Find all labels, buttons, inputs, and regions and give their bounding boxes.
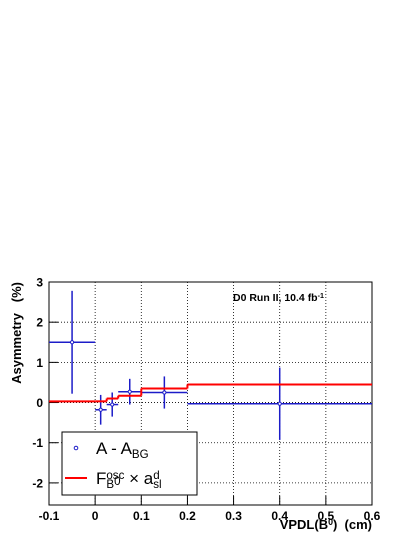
text-part: B: [106, 479, 114, 491]
x-tick-label: 0.5: [318, 509, 335, 523]
y-tick-label: -2: [32, 476, 43, 490]
text-part: A - A: [96, 439, 133, 458]
text-part: D0 Run II, 10.4 fb: [233, 292, 318, 304]
data-point: [98, 407, 103, 412]
y-tick-label: 0: [36, 396, 43, 410]
y-tick-label: 2: [36, 316, 43, 330]
data-point: [127, 389, 132, 394]
y-tick-label: 3: [36, 276, 43, 290]
x-tick-label: 0.6: [364, 509, 381, 523]
text-part: ) (cm): [333, 517, 372, 532]
text-part: osc: [106, 470, 124, 482]
y-tick-label: 1: [36, 356, 43, 370]
text-part: 0: [328, 517, 333, 527]
x-tick-label: 0.4: [271, 509, 288, 523]
legend-box: [61, 431, 198, 496]
text-part: × a: [124, 469, 153, 488]
data-point: [110, 402, 115, 407]
text-part: d: [153, 470, 159, 482]
y-axis-title: Asymmetry (%): [9, 282, 24, 384]
x-tick-label: 0.3: [225, 509, 242, 523]
legend-label: A - ABG: [96, 439, 149, 461]
legend-marker: [73, 445, 79, 451]
data-point: [69, 340, 75, 345]
data-point: [162, 390, 167, 395]
text-part: F: [96, 469, 106, 488]
annotation: D0 Run II, 10.4 fb-1: [233, 292, 324, 304]
y-tick-label: -1: [32, 436, 43, 450]
legend-label: Fosc B0 × ad sl: [96, 469, 162, 491]
x-axis-title: VPDL(B0) (cm): [280, 517, 372, 532]
x-tick-label: 0: [92, 509, 99, 523]
text-part: sl: [153, 479, 161, 491]
data-point: [277, 401, 282, 406]
text-part: -1: [318, 292, 324, 300]
text-part: VPDL(B: [280, 517, 328, 532]
text-part: 0: [114, 476, 120, 488]
x-tick-label: 0.2: [179, 509, 196, 523]
x-tick-label: 0.1: [133, 509, 150, 523]
text-part: BG: [132, 449, 149, 461]
x-tick-label: -0.1: [39, 509, 60, 523]
